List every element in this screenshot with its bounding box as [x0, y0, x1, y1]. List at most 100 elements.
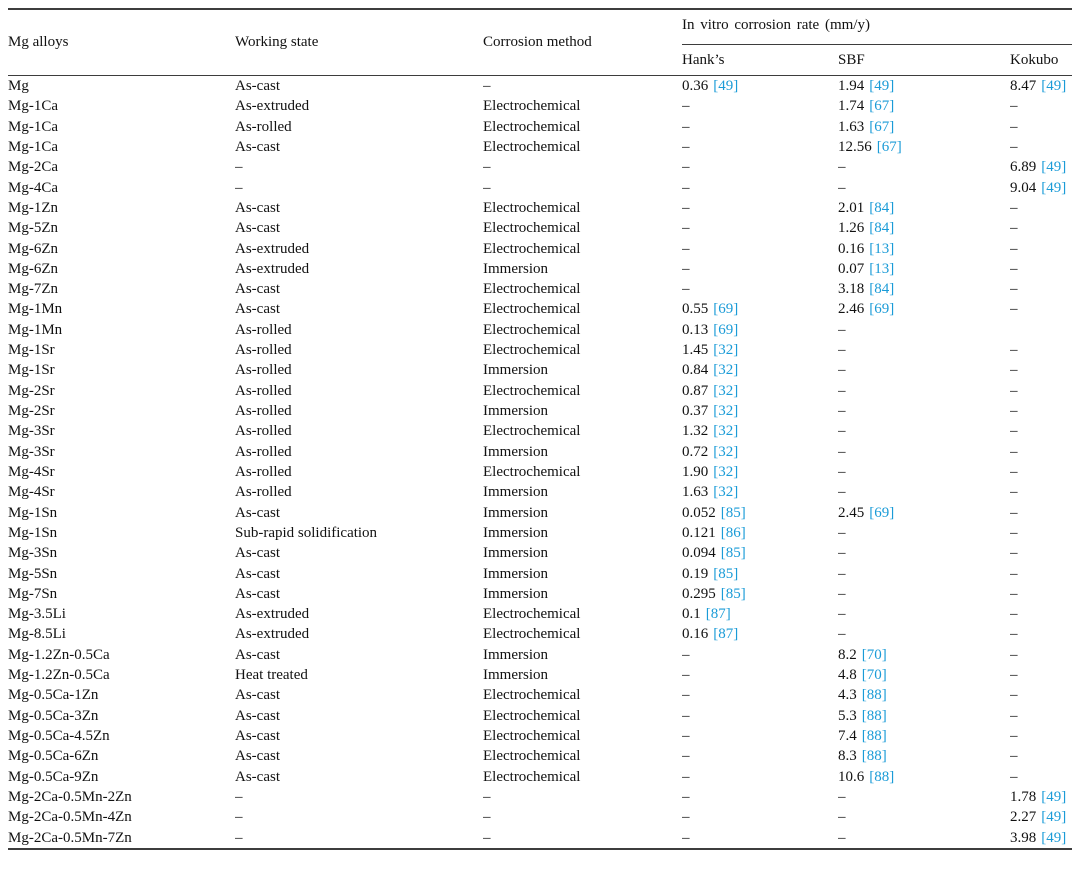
rate-value: –: [682, 687, 690, 704]
alloy-cell: Mg-1Sr: [8, 362, 55, 379]
state-cell: As-rolled: [235, 463, 292, 480]
citation-link[interactable]: [32]: [713, 342, 739, 359]
rate-value: 1.63: [682, 484, 709, 501]
sbf-rate-cell: 2.01 [84]: [838, 198, 1010, 218]
alloy-cell: Mg-0.5Ca-4.5Zn: [8, 728, 110, 744]
citation-link[interactable]: [49]: [1041, 159, 1067, 176]
sbf-rate-cell: –: [838, 807, 1010, 827]
state-cell: As-cast: [235, 646, 280, 663]
citation-link[interactable]: [32]: [713, 403, 739, 419]
citation-link[interactable]: [49]: [1041, 179, 1067, 196]
alloy-cell: Mg-6Zn: [8, 260, 58, 277]
state-cell: As-cast: [235, 585, 280, 602]
citation-link[interactable]: [69]: [869, 301, 895, 318]
citation-link[interactable]: [13]: [869, 260, 895, 277]
hanks-rate-cell: 1.45 [32]: [682, 340, 838, 360]
kokubo-rate-cell: –: [1010, 645, 1072, 665]
method-cell: Immersion: [483, 504, 548, 521]
citation-link[interactable]: [88]: [869, 768, 895, 785]
citation-link[interactable]: [84]: [869, 281, 895, 298]
citation-link[interactable]: [69]: [713, 321, 739, 338]
citation-link[interactable]: [13]: [869, 240, 895, 257]
table-header: Mg alloys Working state Corrosion method…: [8, 9, 1073, 76]
table-row: Mg-4Sr As-rolled Immersion 1.63 [32] – –: [8, 482, 1072, 502]
state-cell: As-cast: [235, 565, 280, 582]
state-cell: Sub-rapid solidification: [235, 524, 378, 541]
method-cell: –: [483, 78, 491, 94]
citation-link[interactable]: [67]: [869, 98, 895, 115]
citation-link[interactable]: [70]: [861, 667, 887, 684]
table-row: Mg-1.2Zn-0.5Ca As-cast Immersion –8.2 [70] –: [8, 645, 1072, 665]
hanks-rate-cell: –: [682, 726, 838, 746]
citation-link[interactable]: [32]: [713, 362, 739, 379]
alloy-cell: Mg-3Sr: [8, 443, 55, 460]
citation-link[interactable]: [32]: [713, 484, 739, 501]
table-row: Mg-7Sn As-cast Immersion 0.295 [85] – –: [8, 584, 1072, 604]
citation-link[interactable]: [85]: [720, 504, 746, 521]
alloy-cell: Mg-3Sr: [8, 423, 55, 440]
rate-value: –: [682, 260, 690, 277]
sbf-rate-cell: –: [838, 360, 1010, 380]
citation-link[interactable]: [87]: [705, 606, 731, 623]
state-cell: As-cast: [235, 281, 280, 298]
sbf-rate-cell: –: [838, 604, 1010, 624]
citation-link[interactable]: [86]: [720, 524, 746, 541]
kokubo-rate-cell: –: [1010, 259, 1072, 279]
citation-link[interactable]: [32]: [713, 443, 739, 460]
citation-link[interactable]: [88]: [861, 748, 887, 765]
citation-link[interactable]: [49]: [1041, 829, 1067, 846]
rate-value: –: [838, 565, 846, 582]
table-row: Mg-0.5Ca-3Zn As-cast Electrochemical –5.3 [8…: [8, 706, 1072, 726]
citation-link[interactable]: [85]: [720, 545, 746, 562]
citation-link[interactable]: [69]: [869, 504, 895, 521]
rate-value: 1.32: [682, 423, 709, 440]
citation-link[interactable]: [49]: [1041, 788, 1067, 805]
citation-link[interactable]: [49]: [869, 78, 895, 94]
citation-link[interactable]: [84]: [869, 199, 895, 216]
alloy-cell: Mg-6Zn: [8, 240, 58, 257]
alloy-cell: Mg-0.5Ca-6Zn: [8, 748, 99, 765]
citation-link[interactable]: [85]: [720, 585, 746, 602]
citation-link[interactable]: [88]: [861, 707, 887, 724]
rate-value: 1.78: [1010, 788, 1037, 805]
citation-link[interactable]: [88]: [861, 687, 887, 704]
sbf-rate-cell: –: [838, 624, 1010, 644]
hanks-rate-cell: –: [682, 178, 838, 198]
method-cell: Electrochemical: [483, 199, 581, 216]
rate-value: –: [682, 707, 690, 724]
rate-value: –: [838, 484, 846, 501]
citation-link[interactable]: [87]: [713, 626, 739, 643]
sbf-rate-cell: –: [838, 523, 1010, 543]
citation-link[interactable]: [84]: [869, 220, 895, 237]
table-row: Mg-6Zn As-extruded Immersion –0.07 [13] –: [8, 259, 1072, 279]
citation-link[interactable]: [49]: [1041, 809, 1067, 826]
citation-link[interactable]: [32]: [713, 423, 739, 440]
citation-link[interactable]: [67]: [876, 138, 902, 155]
rate-value: –: [1010, 362, 1018, 379]
citation-link[interactable]: [88]: [861, 728, 887, 744]
sbf-rate-cell: 10.6 [88]: [838, 767, 1010, 787]
table-row: Mg-1Sr As-rolled Electrochemical 1.45 [32] – –: [8, 340, 1072, 360]
citation-link[interactable]: [49]: [1041, 78, 1067, 94]
alloy-cell: Mg-2Ca-0.5Mn-4Zn: [8, 809, 132, 826]
citation-link[interactable]: [32]: [713, 382, 739, 399]
alloy-cell: Mg-1Sn: [8, 524, 58, 541]
citation-link[interactable]: [85]: [713, 565, 739, 582]
rate-value: 3.18: [838, 281, 865, 298]
citation-link[interactable]: [70]: [861, 646, 887, 663]
method-cell: Electrochemical: [483, 321, 581, 338]
col-header-sbf: SBF: [838, 44, 1010, 76]
sbf-rate-cell: 12.56 [67]: [838, 137, 1010, 157]
rate-value: –: [1010, 463, 1018, 480]
citation-link[interactable]: [69]: [713, 301, 739, 318]
citation-link[interactable]: [32]: [713, 463, 739, 480]
sbf-rate-cell: –: [838, 584, 1010, 604]
rate-value: –: [682, 788, 690, 805]
state-cell: –: [235, 159, 243, 176]
citation-link[interactable]: [49]: [713, 78, 739, 94]
state-cell: As-extruded: [235, 260, 310, 277]
citation-link[interactable]: [67]: [869, 118, 895, 135]
rate-value: –: [1010, 199, 1018, 216]
table-row: Mg-2Ca-0.5Mn-2Zn – – – – 1.78 [49]: [8, 787, 1072, 807]
method-cell: Immersion: [483, 565, 548, 582]
